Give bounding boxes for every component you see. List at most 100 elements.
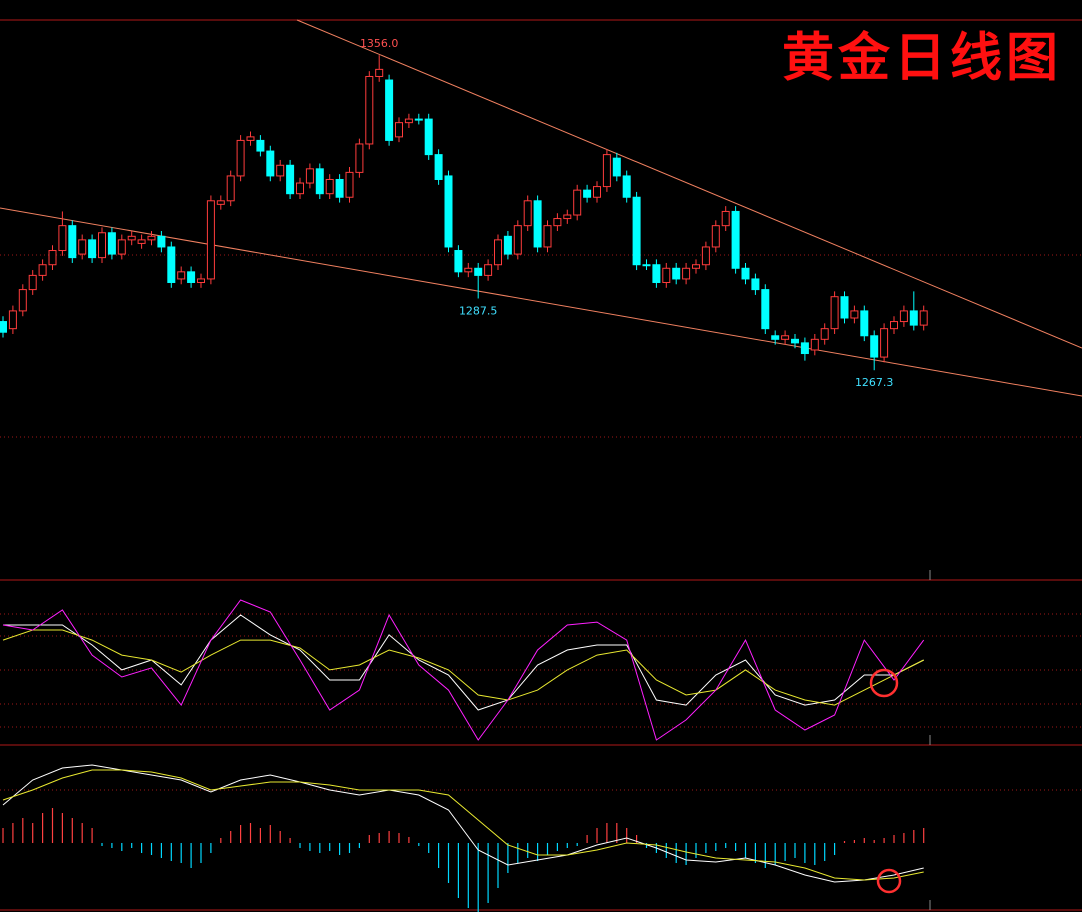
candle-body (147, 235, 156, 241)
candle-body (513, 225, 522, 255)
candle-body (58, 225, 67, 252)
candle-body (236, 139, 245, 177)
candle-body (701, 246, 710, 266)
candle-body (385, 79, 394, 141)
candle-body (781, 335, 790, 340)
candle-body (18, 289, 27, 312)
candle-body (553, 218, 562, 227)
candle-body (494, 239, 502, 266)
candle-body (0, 321, 7, 333)
candle-body (474, 267, 483, 276)
candle-body (38, 264, 47, 276)
candle-body (761, 289, 770, 330)
candle-body (88, 239, 97, 259)
candle-body (266, 150, 275, 177)
candle-body (533, 200, 542, 248)
highlight-circle (876, 868, 902, 894)
candle-body (98, 232, 106, 259)
candle-body (8, 310, 17, 330)
candle-body (48, 250, 57, 266)
highlight-circle (869, 668, 899, 698)
candle-body (800, 342, 809, 355)
candle-body (424, 118, 433, 156)
candle-body (721, 210, 730, 227)
candle-body (355, 143, 364, 173)
candle-body (107, 232, 116, 255)
candle-body (414, 118, 423, 121)
candle-body (296, 182, 304, 195)
indicator-line (2, 629, 924, 706)
candle-body (741, 267, 750, 280)
candle-body (197, 278, 205, 283)
candle-body (286, 164, 295, 195)
candle-body (404, 118, 413, 124)
candle-body (365, 75, 374, 145)
candle-body (454, 250, 463, 273)
price-annotation: 1267.3 (855, 376, 894, 389)
candle-body (771, 335, 780, 340)
candle-body (602, 154, 611, 188)
candle-body (315, 168, 324, 195)
candle-body (484, 264, 493, 276)
candle-body (830, 296, 839, 330)
candle-body (395, 122, 403, 138)
candle-body (305, 168, 314, 184)
candle-body (563, 214, 572, 220)
candle-body (642, 264, 651, 267)
candle-body (167, 246, 176, 283)
candle-body (226, 175, 235, 202)
candle-body (246, 136, 255, 141)
candle-body (711, 225, 720, 248)
candle-body (206, 200, 215, 280)
candle-body (731, 210, 740, 269)
candle-body (523, 200, 532, 227)
candle-body (177, 271, 186, 280)
candle-body (216, 200, 225, 205)
candle-body (78, 239, 87, 255)
candle-body (880, 328, 889, 358)
candle-body (810, 338, 819, 351)
indicator-line (3, 614, 924, 711)
candle-body (820, 328, 829, 340)
candle-body (870, 335, 879, 358)
plot-layer: 1356.0 1287.5 1267.3 (0, 37, 928, 912)
candle-body (652, 264, 661, 283)
candle-body (890, 321, 898, 330)
candle-body (751, 278, 760, 291)
candle-body (345, 171, 354, 198)
candle-body (593, 186, 601, 198)
candle-body (137, 239, 146, 244)
candle-body (325, 178, 334, 195)
candle-body (28, 274, 37, 291)
candle-body (276, 164, 285, 177)
candle-body (157, 235, 166, 248)
indicator-line (2, 769, 924, 881)
price-annotation: 1287.5 (459, 304, 498, 317)
candle-body (583, 189, 592, 198)
candle-body (860, 310, 869, 337)
candle-body (127, 235, 136, 241)
candle-body (672, 267, 681, 280)
candle-body (909, 310, 918, 326)
candle-body (919, 310, 928, 326)
candle-body (791, 338, 799, 344)
candle-body (840, 296, 849, 319)
candle-body (117, 239, 126, 255)
candle-body (682, 267, 691, 280)
trend-line (296, 19, 1082, 349)
chart-title: 黄金日线图 (782, 28, 1062, 89)
candle-body (692, 264, 700, 269)
trend-line (0, 207, 1082, 397)
candle-body (622, 175, 631, 198)
candle-body (335, 178, 344, 198)
candle-body (850, 310, 859, 319)
candle-body (899, 310, 908, 323)
indicator-line (2, 764, 924, 883)
candle-body (543, 225, 552, 248)
candle-body (612, 157, 621, 177)
candle-body (632, 196, 641, 266)
candle-body (464, 267, 473, 273)
candle-body (256, 139, 265, 152)
